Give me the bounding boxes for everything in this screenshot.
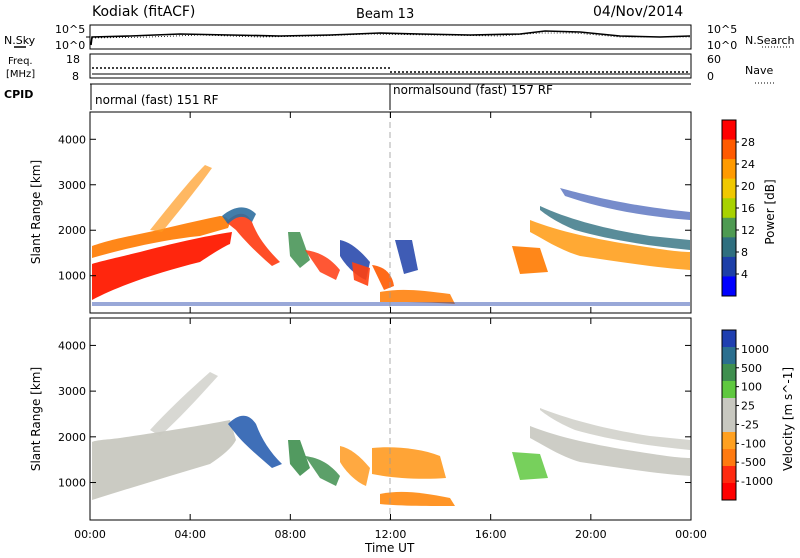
- y-tick-label: 1000: [58, 270, 86, 283]
- colorbar-tick-label: -500: [741, 456, 766, 469]
- colorbar-segment: [722, 256, 736, 277]
- colorbar-segment: [722, 415, 736, 433]
- colorbar-segment: [722, 217, 736, 238]
- colorbar-tick-label: 12: [741, 224, 755, 237]
- colorbar-segment: [722, 449, 736, 467]
- y-tick-label: 2000: [58, 431, 86, 444]
- colorbar-segment: [722, 139, 736, 160]
- nsearch-tick-low: 10^0: [707, 39, 737, 52]
- freq-label-line1: Freq.: [8, 56, 33, 67]
- velocity-y-axis: 4000 3000 2000 1000: [58, 339, 691, 490]
- y-tick-label: 4000: [58, 339, 86, 352]
- nave-label: Nave: [745, 64, 773, 77]
- y-tick-label: 2000: [58, 224, 86, 237]
- colorbar-tick-label: 25: [741, 400, 755, 413]
- freq-tick-high: 18: [66, 53, 80, 66]
- colorbar-segment: [722, 330, 736, 348]
- colorbar-tick-label: 28: [741, 136, 755, 149]
- power-ylabel: Slant Range [km]: [29, 160, 43, 264]
- freq-tick-low: 8: [72, 70, 79, 83]
- y-tick-label: 3000: [58, 179, 86, 192]
- x-tick-label: 08:00: [274, 528, 306, 541]
- colorbar-tick-label: 4: [741, 268, 748, 281]
- colorbar-tick-label: 16: [741, 202, 755, 215]
- nsky-series: [90, 30, 691, 46]
- nave-tick-high: 60: [707, 53, 721, 66]
- colorbar-tick-label: 500: [741, 362, 762, 375]
- cpid-label: CPID: [4, 88, 33, 101]
- colorbar-tick-label: -1000: [741, 475, 773, 488]
- x-tick-label: 20:00: [575, 528, 607, 541]
- x-tick-label: 00:00: [675, 528, 707, 541]
- colorbar-tick-label: 8: [741, 246, 748, 259]
- nsearch-tick-high: 10^5: [707, 23, 737, 36]
- nsky-tick-low: 10^0: [55, 39, 85, 52]
- nsearch-series: [91, 32, 690, 39]
- nave-tick-low: 0: [707, 70, 714, 83]
- power-y-axis: 4000 3000 2000 1000: [58, 133, 691, 283]
- nsky-panel: 10^5 10^0 10^5 10^0 N.Sky N.Search: [4, 23, 795, 52]
- cpid-segment-2: normalsound (fast) 157 RF: [393, 83, 553, 97]
- time-x-axis: 00:00 04:00 08:00 12:00 16:00 20:00 00:00: [74, 112, 707, 541]
- colorbar-frame: [721, 329, 737, 501]
- colorbar-segment: [722, 381, 736, 399]
- colorbar-segment: [722, 237, 736, 258]
- nsky-tick-high: 10^5: [55, 23, 85, 36]
- colorbar-tick-label: 100: [741, 381, 762, 394]
- nsearch-label: N.Search: [745, 34, 795, 47]
- x-tick-label: 00:00: [74, 528, 106, 541]
- power-panel: 4000 3000 2000 1000 Slant Range [km] 28 24 20…: [29, 111, 777, 314]
- colorbar-segment: [722, 347, 736, 365]
- freq-panel: 18 8 60 0 Freq. [MHz] Nave: [6, 53, 775, 84]
- velocity-data: [92, 372, 690, 506]
- colorbar-segment: [722, 432, 736, 450]
- cpid-segment-1: normal (fast) 151 RF: [95, 93, 219, 107]
- colorbar-tick-label: 20: [741, 180, 755, 193]
- y-tick-label: 4000: [58, 133, 86, 146]
- x-tick-label: 16:00: [475, 528, 507, 541]
- power-colorbar: 28 24 20 16 12 8 4: [721, 119, 755, 297]
- colorbar-segment: [722, 276, 736, 297]
- colorbar-segment: [722, 466, 736, 484]
- colorbar-segment: [722, 159, 736, 180]
- velocity-panel: 4000 3000 2000 1000 Slant Range [km] 1000 50…: [29, 317, 795, 521]
- time-xlabel: Time UT: [364, 541, 415, 554]
- nsky-label: N.Sky: [4, 34, 36, 47]
- velocity-colorbar: 1000 500 100 25 -25 -100 -500 -1000: [721, 329, 773, 501]
- y-tick-label: 1000: [58, 477, 86, 490]
- power-data: [92, 165, 690, 306]
- y-tick-label: 3000: [58, 385, 86, 398]
- colorbar-segment: [722, 483, 736, 501]
- beam-title: Beam 13: [356, 7, 414, 22]
- colorbar-segment: [722, 398, 736, 416]
- colorbar-tick-label: -25: [741, 418, 759, 431]
- colorbar-segment: [722, 364, 736, 382]
- velocity-ylabel: Slant Range [km]: [29, 367, 43, 471]
- colorbar-segment: [722, 120, 736, 141]
- station-title: Kodiak (fitACF): [92, 4, 195, 20]
- colorbar-tick-label: -100: [741, 437, 766, 450]
- velocity-colorbar-label: Velocity [m s^-1]: [781, 367, 795, 471]
- x-tick-label: 04:00: [174, 528, 206, 541]
- colorbar-tick-label: 1000: [741, 343, 769, 356]
- colorbar-tick-label: 24: [741, 158, 755, 171]
- colorbar-segment: [722, 178, 736, 199]
- colorbar-segment: [722, 198, 736, 219]
- x-tick-label: 12:00: [375, 528, 407, 541]
- cpid-row: CPID normal (fast) 151 RF normalsound (f…: [4, 83, 691, 110]
- date-title: 04/Nov/2014: [593, 4, 683, 20]
- power-colorbar-label: Power [dB]: [763, 179, 777, 244]
- freq-label-line2: [MHz]: [6, 69, 35, 80]
